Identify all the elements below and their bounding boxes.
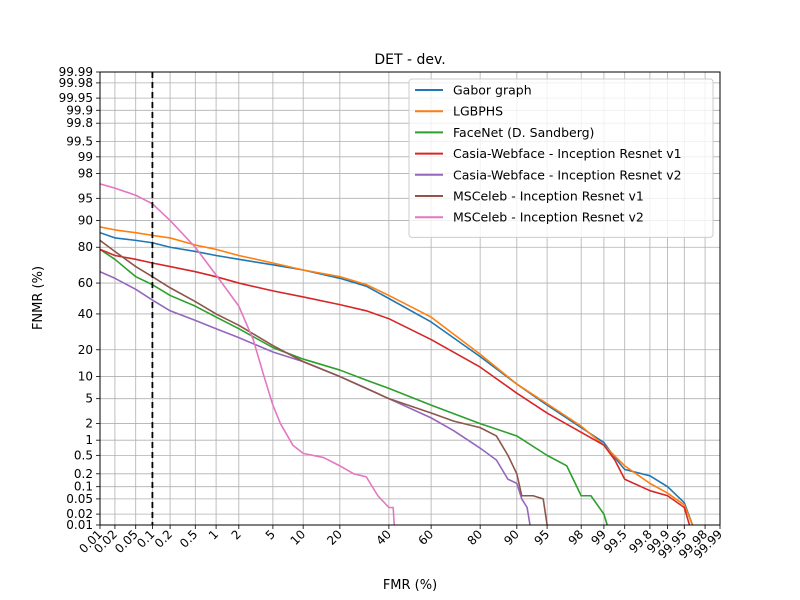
y-tick-label: 99.9 [66,103,93,117]
y-tick-label: 0.02 [66,507,93,521]
series-line-6 [100,239,548,525]
legend-label: Casia-Webface - Inception Resnet v1 [453,146,682,161]
legend-label: MSCeleb - Inception Resnet v1 [453,189,644,204]
series-line-2 [100,226,694,525]
y-tick-label: 2 [85,417,93,431]
series-line-7 [100,183,396,525]
legend-label: MSCeleb - Inception Resnet v2 [453,210,644,225]
legend-label: FaceNet (D. Sandberg) [453,125,594,140]
series-line-4 [100,248,691,525]
legend: Gabor graph LGBPHS FaceNet (D. Sandberg) Ca… [408,78,714,238]
series-lines [100,183,694,525]
y-tick-label: 99.95 [59,91,93,105]
plot-frame [99,71,721,526]
y-tick-label: 99.99 [59,65,93,79]
y-tick-label: 0.05 [66,492,93,506]
legend-label: LGBPHS [453,104,503,119]
x-axis-label: FMR (%) [383,578,437,593]
y-tick-label: 20 [78,343,93,357]
y-axis-label: FNMR (%) [31,266,46,330]
y-tick-label: 99.5 [66,135,93,149]
legend-label: Gabor graph [453,83,532,98]
y-tick-label: 95 [78,191,93,205]
y-tick-label: 99 [78,150,93,164]
y-tick-label: 10 [78,370,93,384]
y-axis-ticks: 0.010.020.050.10.2 0.51 2 5 10 20 40 60 80 90 95 98… [59,65,100,532]
y-tick-label: 90 [78,213,93,227]
y-tick-label: 0.1 [74,480,93,494]
y-tick-label: 80 [78,240,93,254]
y-tick-label: 5 [85,392,93,406]
y-tick-label: 98 [78,166,93,180]
y-tick-label: 0.2 [74,467,93,481]
y-tick-label: 40 [78,307,93,321]
y-tick-label: 0.01 [66,518,93,532]
y-tick-label: 99.98 [59,76,93,90]
chart-title: DET - dev. [374,52,445,68]
legend-label: Casia-Webface - Inception Resnet v2 [453,167,682,182]
series-line-3 [100,248,608,525]
y-tick-label: 60 [78,276,93,290]
legend-box [408,78,714,238]
y-tick-label: 99.8 [66,116,93,130]
series-line-1 [100,231,694,525]
y-tick-label: 1 [85,433,93,447]
y-tick-label: 0.5 [74,448,93,462]
